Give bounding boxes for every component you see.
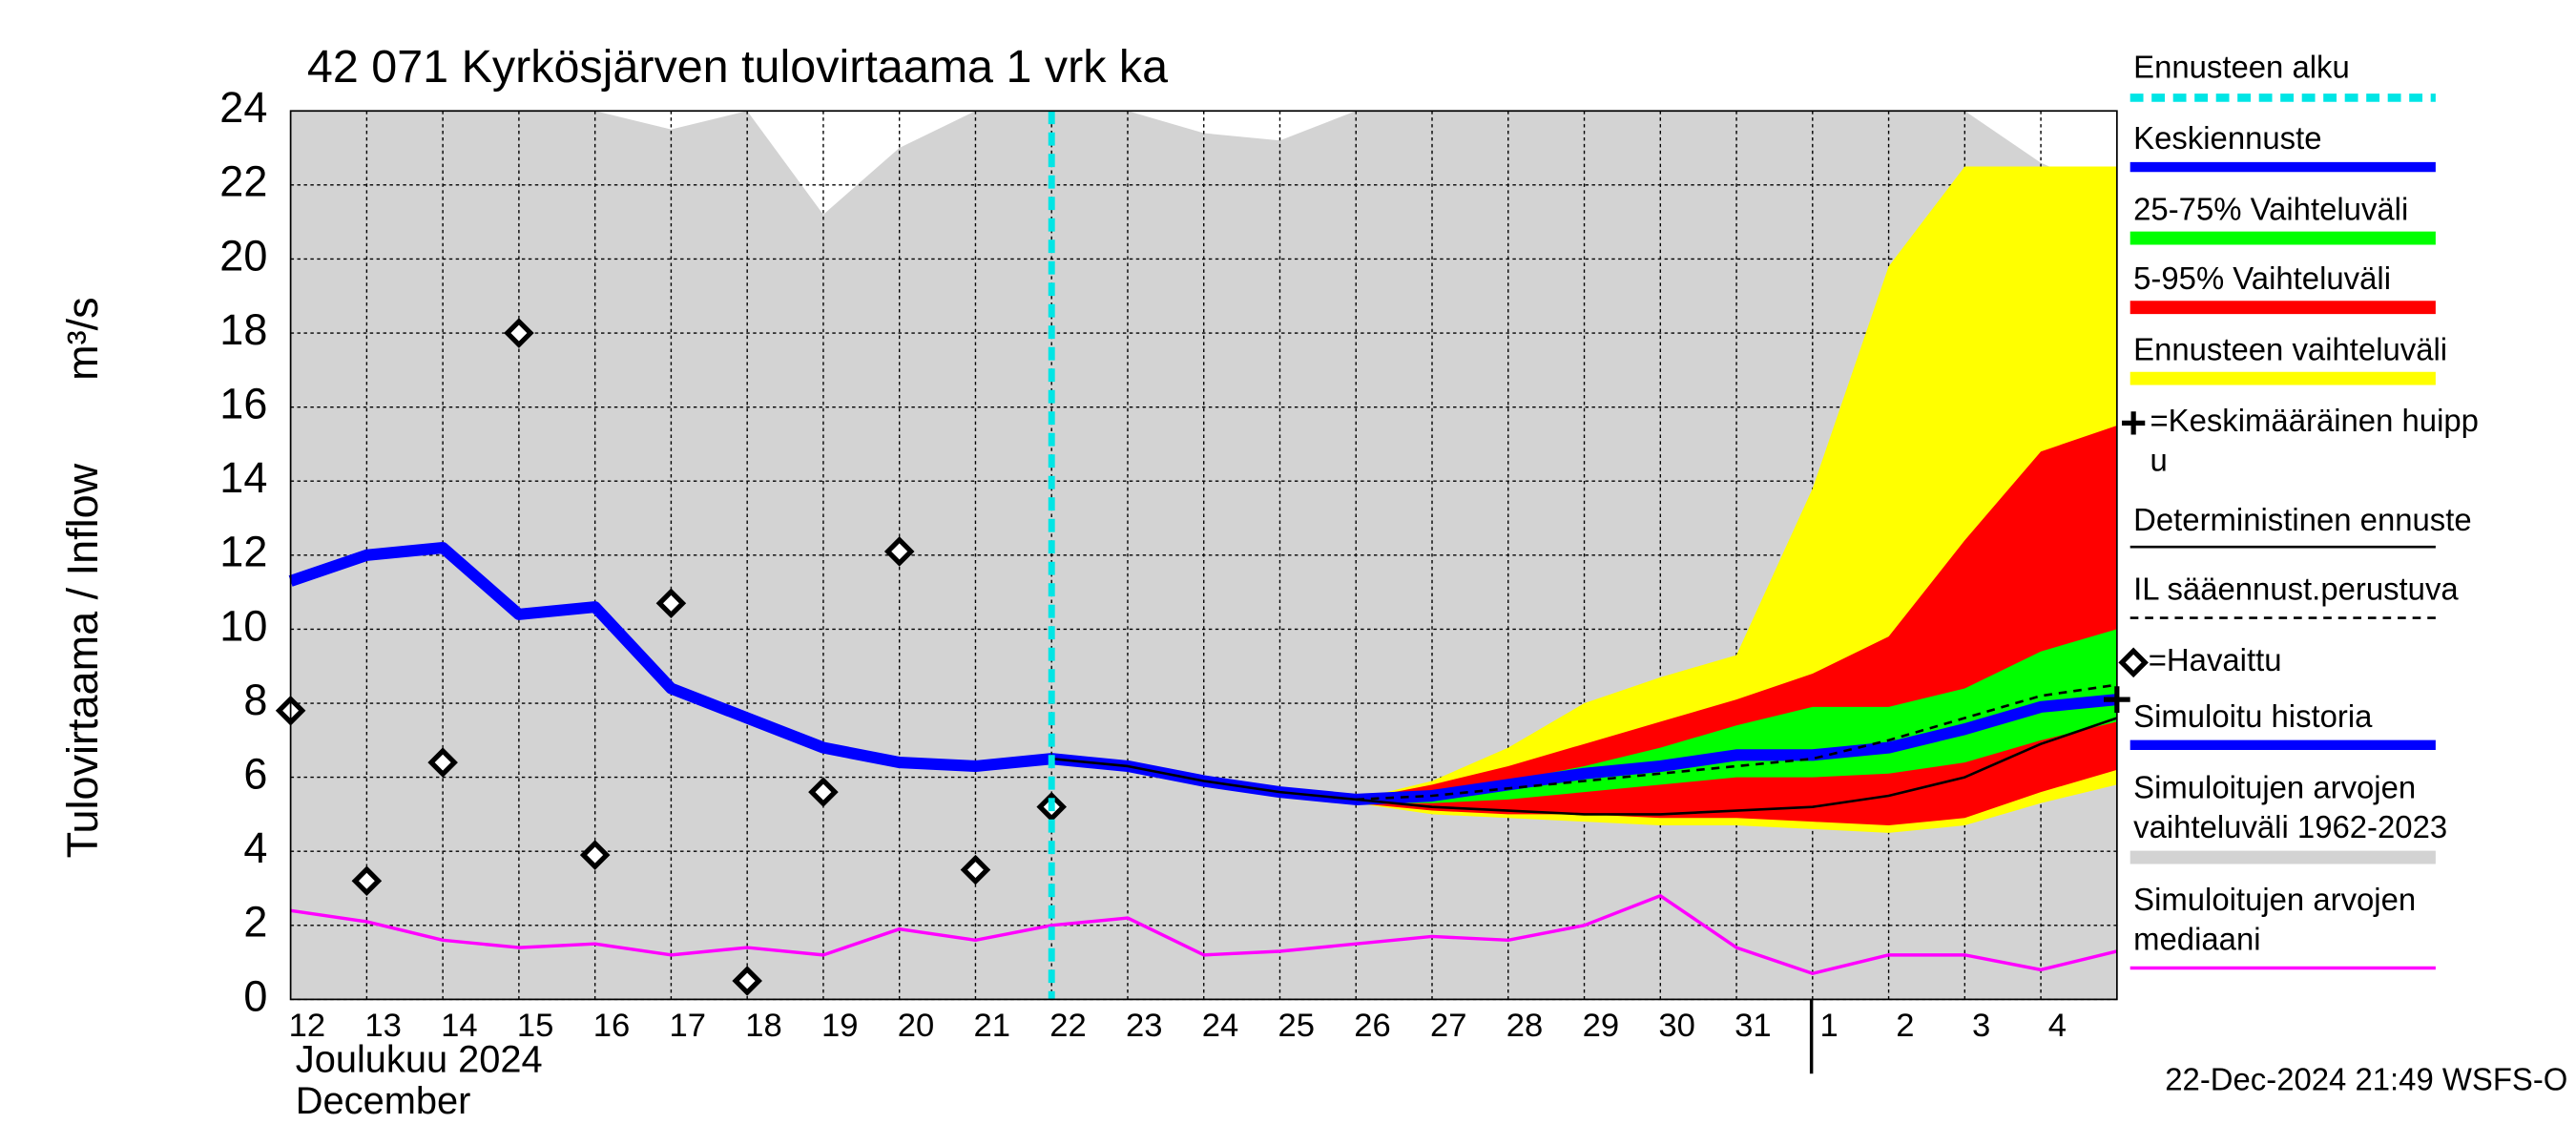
series-line <box>288 542 1052 773</box>
band <box>1356 629 2117 803</box>
y-tick-label: 14 <box>219 453 267 502</box>
observed-marker <box>883 536 915 567</box>
x-tick-label: 14 <box>441 1008 478 1044</box>
x-tick-label: 26 <box>1354 1008 1391 1044</box>
y-tick-label: 16 <box>219 380 267 428</box>
legend-label: Simuloitujen arvojen <box>2133 769 2416 804</box>
series-line <box>290 894 2118 975</box>
x-tick-label: 12 <box>289 1008 326 1044</box>
x-tick-label: 18 <box>745 1008 782 1044</box>
x-tick-label: 24 <box>1202 1008 1239 1044</box>
legend-label: u <box>2150 443 2167 478</box>
observed-marker <box>655 588 687 619</box>
y-axis-label: Tulovirtaama / Inflow <box>58 463 107 858</box>
x-tick-label: 2 <box>1896 1008 1914 1044</box>
plot-frame <box>289 110 2118 1001</box>
x-tick-label: 23 <box>1126 1008 1163 1044</box>
x-tick-label: 17 <box>669 1008 706 1044</box>
y-tick-label: 20 <box>219 231 267 280</box>
y-tick-label: 4 <box>243 823 267 872</box>
x-tick-label: 3 <box>1972 1008 1990 1044</box>
x-tick-label: 4 <box>2048 1008 2067 1044</box>
y-tick-label: 22 <box>219 157 267 206</box>
y-tick-label: 8 <box>243 676 267 724</box>
x-tick-label: 13 <box>364 1008 402 1044</box>
x-tick-label: 31 <box>1735 1008 1771 1044</box>
x-tick-label: 29 <box>1583 1008 1620 1044</box>
timestamp: 22-Dec-2024 21:49 WSFS-O <box>2165 1062 2567 1097</box>
y-tick-label: 12 <box>219 528 267 576</box>
month-label-en: December <box>296 1080 471 1122</box>
x-tick-label: 16 <box>593 1008 631 1044</box>
observed-marker <box>427 747 458 778</box>
chart-title: 42 071 Kyrkösjärven tulovirtaama 1 vrk k… <box>307 41 1168 93</box>
x-tick-label: 1 <box>1819 1008 1838 1044</box>
y-tick-label: 2 <box>243 898 267 947</box>
month-label: Joulukuu 2024 <box>296 1039 543 1081</box>
x-tick-label: 15 <box>517 1008 554 1044</box>
y-axis-unit: m³/s <box>58 297 107 380</box>
legend-label: Deterministinen ennuste <box>2133 502 2472 537</box>
legend-label: IL sääennust.perustuva <box>2133 572 2459 607</box>
legend-swatch <box>2118 647 2149 678</box>
observed-marker <box>504 318 534 348</box>
legend-label: =Keskimääräinen huipp <box>2150 403 2479 438</box>
y-tick-label: 6 <box>243 750 267 799</box>
legend-swatch <box>2122 411 2146 435</box>
series-line <box>1051 717 2118 816</box>
legend-label: Simuloitujen arvojen <box>2133 882 2416 917</box>
x-tick-label: 25 <box>1278 1008 1316 1044</box>
legend-label: vaihteluväli 1962-2023 <box>2133 809 2447 844</box>
legend-label: Ennusteen alku <box>2133 50 2350 85</box>
x-tick-label: 30 <box>1658 1008 1695 1044</box>
x-tick-label: 28 <box>1506 1008 1544 1044</box>
y-tick-label: 18 <box>219 305 267 354</box>
y-tick-label: 24 <box>219 83 267 132</box>
observed-marker <box>579 840 611 870</box>
legend-label: Ennusteen vaihteluväli <box>2133 332 2447 367</box>
legend-label: mediaani <box>2133 922 2260 957</box>
legend-label: =Havaittu <box>2149 642 2282 677</box>
observed-marker <box>351 865 383 897</box>
x-tick-label: 22 <box>1049 1008 1087 1044</box>
x-tick-label: 27 <box>1430 1008 1467 1044</box>
x-tick-label: 19 <box>821 1008 858 1044</box>
y-tick-label: 0 <box>243 971 267 1020</box>
observed-marker <box>732 966 762 996</box>
legend-label: 5-95% Vaihteluväli <box>2133 260 2391 296</box>
x-tick-label: 20 <box>898 1008 935 1044</box>
legend-label: Keskiennuste <box>2133 120 2321 156</box>
legend-label: Simuloitu historia <box>2133 698 2373 734</box>
observed-marker <box>960 854 991 885</box>
observed-marker <box>808 777 839 807</box>
legend-label: 25-75% Vaihteluväli <box>2133 192 2408 227</box>
series-line <box>1356 683 2118 802</box>
x-tick-label: 21 <box>974 1008 1010 1044</box>
y-tick-label: 10 <box>219 601 267 650</box>
